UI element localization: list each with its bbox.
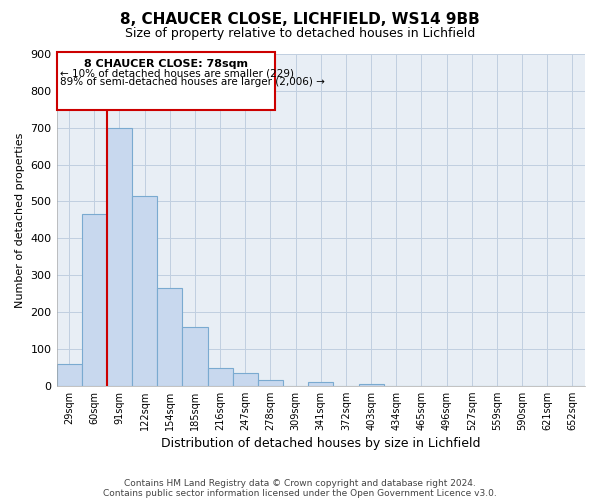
Text: ← 10% of detached houses are smaller (229): ← 10% of detached houses are smaller (22… [61, 68, 295, 78]
Bar [359, 384, 383, 386]
Bar [107, 128, 132, 386]
Y-axis label: Number of detached properties: Number of detached properties [15, 132, 25, 308]
Text: Contains public sector information licensed under the Open Government Licence v3: Contains public sector information licen… [103, 488, 497, 498]
Bar [208, 368, 233, 386]
Text: 89% of semi-detached houses are larger (2,006) →: 89% of semi-detached houses are larger (… [61, 77, 325, 87]
Bar [182, 326, 208, 386]
X-axis label: Distribution of detached houses by size in Lichfield: Distribution of detached houses by size … [161, 437, 481, 450]
Text: 8 CHAUCER CLOSE: 78sqm: 8 CHAUCER CLOSE: 78sqm [84, 59, 248, 69]
Text: Size of property relative to detached houses in Lichfield: Size of property relative to detached ho… [125, 28, 475, 40]
Bar [132, 196, 157, 386]
Bar [157, 288, 182, 386]
Bar [233, 373, 258, 386]
Bar [308, 382, 334, 386]
Bar [258, 380, 283, 386]
Bar [82, 214, 107, 386]
Text: Contains HM Land Registry data © Crown copyright and database right 2024.: Contains HM Land Registry data © Crown c… [124, 478, 476, 488]
FancyBboxPatch shape [56, 52, 275, 110]
Bar [56, 364, 82, 386]
Text: 8, CHAUCER CLOSE, LICHFIELD, WS14 9BB: 8, CHAUCER CLOSE, LICHFIELD, WS14 9BB [120, 12, 480, 28]
